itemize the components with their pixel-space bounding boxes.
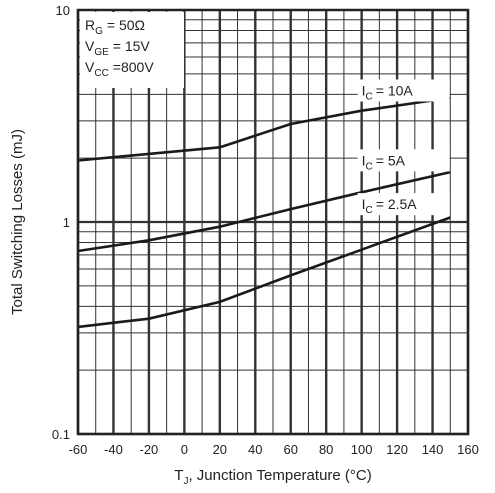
series-labels: IC = 10A IC = 5A IC = 2.5A	[357, 79, 450, 216]
x-tick-label: -20	[140, 442, 159, 457]
conditions-box	[80, 12, 184, 88]
series-label-bg	[357, 79, 450, 102]
series-line-2	[77, 216, 451, 329]
condition-line: VGE = 15V	[85, 38, 150, 58]
x-axis-label-subscript: J	[183, 476, 188, 487]
plot-frame	[76, 8, 470, 436]
series-label-bg	[357, 149, 450, 172]
x-tick-label: 0	[181, 442, 188, 457]
condition-line: RG = 50Ω	[85, 17, 145, 37]
series-label-bg	[357, 193, 450, 216]
y-tick-labels: 0.1 1 10	[52, 3, 70, 442]
series-label-0: IC = 10A	[362, 83, 414, 103]
x-tick-label: 100	[351, 442, 373, 457]
x-tick-label: 60	[283, 442, 297, 457]
x-tick-label: 160	[457, 442, 479, 457]
series-lines	[77, 96, 451, 329]
x-axis-label-symbol: T	[174, 467, 183, 484]
x-tick-label: 120	[386, 442, 408, 457]
series-label-2: IC = 2.5A	[362, 196, 418, 216]
x-tick-label: 40	[248, 442, 262, 457]
series-line-0	[77, 96, 451, 162]
x-tick-label: 20	[213, 442, 227, 457]
x-axis-label: TJ, Junction Temperature (°C)	[174, 467, 371, 487]
x-axis-label-text: , Junction Temperature (°C)	[188, 467, 371, 484]
series-line-1	[77, 170, 451, 253]
y-tick-label: 0.1	[52, 427, 70, 442]
x-tick-label: -40	[104, 442, 123, 457]
y-tick-label: 10	[56, 3, 70, 18]
x-tick-labels: -60 -40 -20 0 20 40 60 80 100 120 140 160	[69, 442, 479, 457]
x-tick-label: -60	[69, 442, 88, 457]
x-tick-label: 140	[422, 442, 444, 457]
y-axis-label: Total Switching Losses (mJ)	[9, 129, 26, 315]
y-tick-label: 1	[63, 215, 70, 230]
condition-line: VCC =800V	[85, 59, 154, 79]
x-tick-label: 80	[319, 442, 333, 457]
series-label-1: IC = 5A	[362, 152, 406, 172]
